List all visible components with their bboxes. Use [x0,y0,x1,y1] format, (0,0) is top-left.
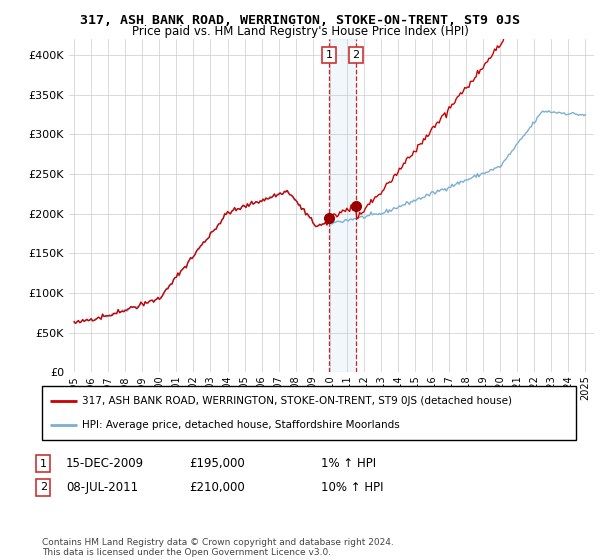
Text: 1: 1 [326,50,332,60]
Text: 08-JUL-2011: 08-JUL-2011 [66,480,138,494]
Text: 1: 1 [40,459,47,469]
Text: £195,000: £195,000 [189,457,245,470]
Text: HPI: Average price, detached house, Staffordshire Moorlands: HPI: Average price, detached house, Staf… [82,420,400,430]
Text: £210,000: £210,000 [189,480,245,494]
Text: 317, ASH BANK ROAD, WERRINGTON, STOKE-ON-TRENT, ST9 0JS (detached house): 317, ASH BANK ROAD, WERRINGTON, STOKE-ON… [82,396,512,406]
Text: 2: 2 [352,50,359,60]
Text: 15-DEC-2009: 15-DEC-2009 [66,457,144,470]
Text: Price paid vs. HM Land Registry's House Price Index (HPI): Price paid vs. HM Land Registry's House … [131,25,469,38]
Text: 1% ↑ HPI: 1% ↑ HPI [321,457,376,470]
Text: Contains HM Land Registry data © Crown copyright and database right 2024.
This d: Contains HM Land Registry data © Crown c… [42,538,394,557]
Text: 2: 2 [40,482,47,492]
Bar [329,39,356,372]
Text: 10% ↑ HPI: 10% ↑ HPI [321,480,383,494]
Text: 317, ASH BANK ROAD, WERRINGTON, STOKE-ON-TRENT, ST9 0JS: 317, ASH BANK ROAD, WERRINGTON, STOKE-ON… [80,14,520,27]
FancyBboxPatch shape [42,386,576,440]
